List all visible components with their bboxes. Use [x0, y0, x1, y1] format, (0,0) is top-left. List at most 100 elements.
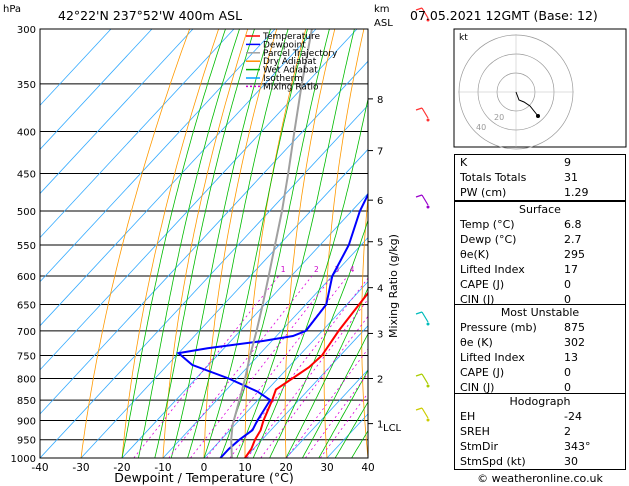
surface-table: Surface Temp (°C) 6.8 Dewp (°C) 2.7 θe(K) 295 L…	[454, 201, 626, 308]
mixing-ratio-line	[260, 315, 368, 458]
legend-label: Isotherm	[263, 74, 303, 84]
asl-label: ASL	[374, 18, 393, 29]
mixing-ratio-line	[133, 275, 280, 458]
pressure-tick-label: 600	[17, 272, 36, 283]
wet-adiabat	[302, 332, 368, 458]
pressure-tick-label: 1000	[11, 454, 36, 465]
wind-barb-flag	[415, 194, 423, 198]
hodograph-ring-label: 40	[476, 123, 486, 132]
temperature-tick-label: -30	[72, 462, 89, 474]
pressure-tick-label: 850	[17, 396, 36, 407]
pressure-tick-label: 750	[17, 351, 36, 362]
temperature-tick-label: 0	[201, 462, 208, 474]
stat-label: CAPE (J)	[460, 366, 505, 379]
stat-label: SREH	[460, 425, 490, 438]
km-tick-label: 5	[377, 238, 383, 249]
wet-adiabat	[269, 218, 368, 458]
wet-adiabat	[285, 286, 368, 458]
table-row: θe(K) 295	[455, 247, 625, 262]
lcl-label: LCL	[383, 423, 402, 434]
stat-label: Pressure (mb)	[460, 321, 537, 334]
table-row: CAPE (J) 0	[455, 365, 625, 380]
mixing-ratio-label: 1	[281, 265, 286, 274]
isotherm-line	[40, 29, 153, 150]
table-row: CIN (J) 0	[455, 292, 625, 307]
hpa-label: hPa	[3, 4, 21, 15]
stat-label: Lifted Index	[460, 263, 525, 276]
km-tick-label: 7	[377, 147, 383, 158]
km-tick-label: 6	[377, 196, 383, 207]
legend-label: Mixing Ratio	[263, 82, 319, 92]
table-row: Dewp (°C) 2.7	[455, 232, 625, 247]
dry-adiabat	[121, 29, 219, 458]
mixing-ratio-label: 10	[401, 265, 411, 274]
pressure-tick-label: 400	[17, 128, 36, 139]
km-label: km	[374, 4, 390, 15]
stat-value: 9	[564, 156, 571, 169]
pressure-tick-label: 550	[17, 241, 36, 252]
stat-label: Dewp (°C)	[460, 233, 517, 246]
mixing-ratio-label: 6	[372, 265, 377, 274]
isotherm-line	[40, 104, 368, 458]
table-row: SREH 2	[455, 424, 625, 439]
mixing-ratio-line	[319, 392, 368, 458]
table-row: Lifted Index 13	[455, 350, 625, 365]
isotherm-line	[40, 29, 276, 283]
dewpoint-line	[176, 192, 368, 458]
wind-barb	[421, 407, 429, 419]
table-title: Surface	[519, 203, 561, 216]
legend-label: Dewpoint	[263, 40, 306, 50]
wet-adiabat	[252, 97, 368, 458]
plot-frame	[39, 28, 369, 459]
stat-label: CIN (J)	[460, 293, 495, 306]
wet-adiabat	[121, 29, 226, 458]
table-row: EH -24	[455, 409, 625, 424]
stat-label: Temp (°C)	[460, 218, 515, 231]
isotherm-line	[244, 325, 368, 458]
stat-value: 17	[564, 263, 578, 276]
isotherm-line	[203, 281, 368, 458]
stat-value: 2.7	[564, 233, 582, 246]
wet-adiabat	[154, 29, 255, 458]
stat-value: 343°	[564, 440, 591, 453]
km-tick-label: 8	[377, 95, 383, 106]
isotherm-line	[40, 29, 235, 239]
table-row: Totals Totals 31	[455, 170, 625, 185]
stat-value: 0	[564, 366, 571, 379]
table-row: PW (cm) 1.29	[455, 185, 625, 200]
mixing-ratio-label: 20	[443, 265, 453, 274]
temperature-tick-label: 10	[238, 462, 251, 474]
table-row: CAPE (J) 0	[455, 277, 625, 292]
stat-label: EH	[460, 410, 476, 423]
km-tick-label: 2	[377, 374, 383, 385]
temperature-line	[244, 291, 368, 458]
wind-barb-flag	[415, 311, 423, 315]
pressure-tick-label: 700	[17, 327, 36, 338]
isotherm-line	[40, 29, 317, 327]
isotherm-line	[40, 29, 358, 371]
mixing-ratio-label: 3	[334, 265, 339, 274]
legend-label: Parcel Trajectory	[263, 49, 338, 59]
temperature-tick-label: 20	[279, 462, 292, 474]
x-axis-label: Dewpoint / Temperature (°C)	[114, 470, 293, 485]
stat-value: 295	[564, 248, 585, 261]
pressure-tick-label: 500	[17, 207, 36, 218]
pressure-tick-label: 450	[17, 169, 36, 180]
isotherm-line	[40, 29, 194, 195]
wind-barb-flag	[415, 7, 423, 11]
temperature-tick-label: -10	[154, 462, 171, 474]
stat-label: θe(K)	[460, 248, 490, 261]
stat-label: θe (K)	[460, 336, 493, 349]
wind-barb	[421, 373, 429, 385]
legend-label: Wet Adiabat	[263, 66, 318, 76]
temperature-tick-label: -40	[31, 462, 48, 474]
mixing-ratio-line	[286, 348, 368, 458]
table-row: StmDir 343°	[455, 439, 625, 454]
pressure-tick-label: 800	[17, 374, 36, 385]
stat-value: 0	[564, 278, 571, 291]
mixing-ratio-label: 15	[425, 265, 435, 274]
wind-barb-flag	[415, 107, 423, 111]
